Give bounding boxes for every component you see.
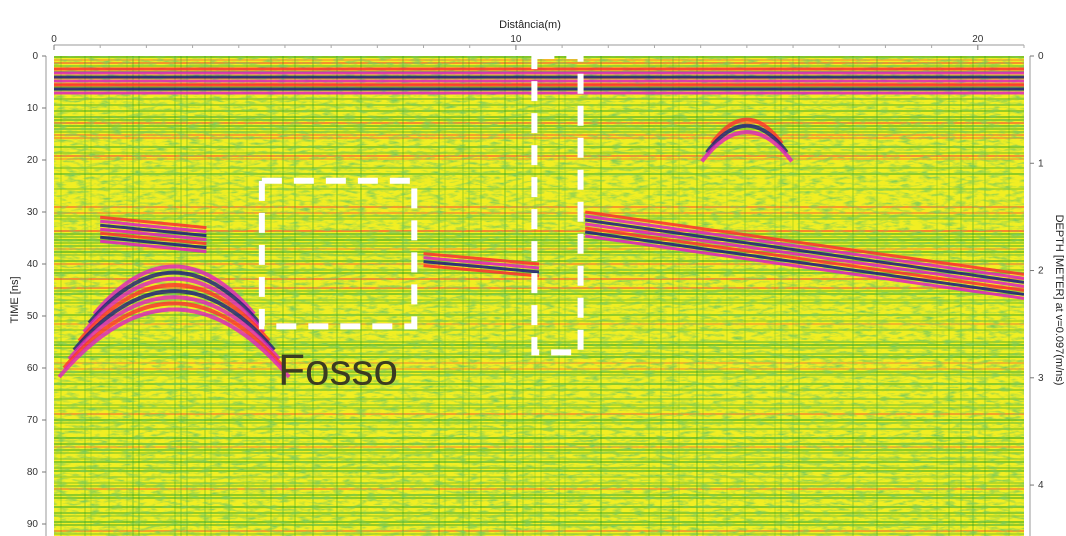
- layer-left-mark: [100, 215, 207, 230]
- y-left-tick-label: 60: [27, 363, 39, 374]
- hyperbola-left-mark: [92, 264, 256, 316]
- layer-right-mark: [584, 226, 1024, 292]
- layer-left-mark: [100, 239, 207, 254]
- layer-right-mark: [584, 230, 1024, 296]
- hyperbola-left-mark: [62, 301, 286, 370]
- layer-left-mark: [100, 227, 207, 242]
- y-right-tick-label: 2: [1038, 266, 1044, 277]
- layer-right-mark: [584, 210, 1024, 276]
- layer-right-mark: [584, 218, 1024, 284]
- y-left-tick-label: 10: [27, 103, 39, 114]
- reflectors: [54, 67, 1024, 379]
- x-axis-title: Distância(m): [499, 19, 561, 31]
- y-left-tick-label: 40: [27, 259, 39, 270]
- annotations: Fosso: [258, 53, 584, 394]
- layer-left-mark: [100, 223, 207, 238]
- layer-right-mark: [584, 214, 1024, 280]
- y-left-tick-label: 80: [27, 467, 39, 478]
- layer-mid-mark: [423, 260, 540, 274]
- hyperbola-right-mark: [710, 117, 784, 145]
- x-tick-label: 10: [510, 34, 522, 45]
- layer-left-mark: [100, 219, 207, 234]
- layer-mid-mark: [423, 252, 540, 266]
- y-left-tick-label: 70: [27, 415, 39, 426]
- hyperbola-left-mark: [72, 289, 276, 352]
- hyperbola-right-mark: [705, 124, 789, 154]
- x-tick-label: 0: [51, 34, 57, 45]
- layer-mid-mark: [423, 264, 540, 278]
- layer-right-mark: [584, 234, 1024, 300]
- y-axis-title-left: TIME [ns]: [9, 276, 21, 323]
- hyperbola-left-mark: [67, 295, 281, 361]
- y-axis-title-right: DEPTH [METER] at v=0.097(m/ns): [1053, 215, 1065, 386]
- hyperbola-left-mark: [87, 270, 261, 325]
- hyperbola-left-mark: [57, 307, 291, 379]
- layer-left-mark: [100, 235, 207, 250]
- hyperbola-left-mark: [77, 283, 271, 343]
- y-left-tick-label: 0: [32, 51, 38, 62]
- y-right-tick-label: 3: [1038, 373, 1044, 384]
- hyperbola-left-mark: [82, 276, 266, 334]
- y-right-tick-label: 4: [1038, 480, 1044, 491]
- y-left-tick-label: 30: [27, 207, 39, 218]
- y-right-tick-label: 0: [1038, 51, 1044, 62]
- y-left-tick-label: 20: [27, 155, 39, 166]
- layer-mid-mark: [423, 256, 540, 270]
- y-left-tick-label: 50: [27, 311, 39, 322]
- hyperbola-right-mark: [700, 129, 794, 163]
- y-right-tick-label: 1: [1038, 158, 1044, 169]
- annotation-box-2: [531, 53, 584, 356]
- axes: 0 10 20 0 10 20 30 40 50 60 70 80 90 0 1 2 3 4: [27, 34, 1044, 536]
- annotation-label: Fosso: [278, 345, 398, 394]
- layer-right-mark: [584, 222, 1024, 288]
- y-left-tick-label: 90: [27, 519, 39, 530]
- annotation-box-1: [258, 177, 418, 330]
- x-tick-label: 20: [972, 34, 984, 45]
- layer-left-mark: [100, 231, 207, 246]
